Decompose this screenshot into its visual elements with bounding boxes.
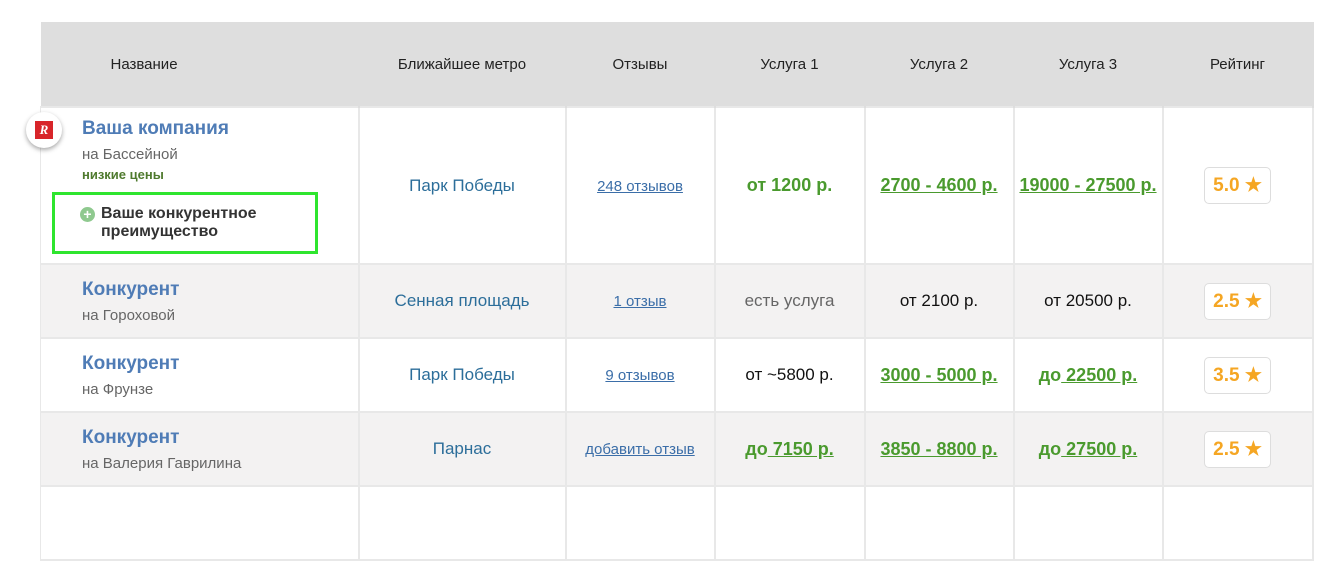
price-link[interactable]: 7150 р. <box>767 438 834 459</box>
col-metro: Ближайшее метро <box>358 22 567 107</box>
cell-reviews: добавить отзыв <box>564 411 716 487</box>
rating-badge: 2.5 ★ <box>1204 282 1271 320</box>
rating-value: 5.0 <box>1213 175 1240 196</box>
star-icon: ★ <box>1244 364 1262 386</box>
cell-name: Конкурент на Гороховой <box>40 263 360 339</box>
cell-service-2: от 2100 р. <box>863 263 1015 339</box>
col-service-1: Услуга 1 <box>714 22 866 107</box>
reviews-link[interactable]: 9 отзывов <box>605 367 675 384</box>
cell-metro: Парнас <box>357 411 567 487</box>
cell-service-2: 3850 - 8800 р. <box>863 411 1015 487</box>
cell-name: Конкурент на Фрунзе <box>40 337 360 413</box>
star-icon: ★ <box>1244 438 1262 460</box>
cell-service-3: 19000 - 27500 р. <box>1012 106 1164 265</box>
cell-rating: 5.0 ★ <box>1161 106 1314 265</box>
cell-service-1: до 7150 р. <box>713 411 866 487</box>
rating-badge: 5.0 ★ <box>1204 167 1271 204</box>
rating-value: 2.5 <box>1213 290 1240 312</box>
price-prefix: до <box>1038 438 1062 459</box>
reviews-link[interactable]: 1 отзыв <box>613 293 667 310</box>
price-text: от 1200 р. <box>746 175 833 195</box>
company-address: на Бассейной <box>82 145 178 163</box>
cell-service-1: от 1200 р. <box>713 106 866 265</box>
cell-name: Конкурент на Валерия Гаврилина <box>40 411 360 487</box>
plus-circle-icon: + <box>80 206 95 222</box>
company-address: на Гороховой <box>82 306 175 324</box>
cell-reviews: 1 отзыв <box>564 263 716 339</box>
metro-station: Парк Победы <box>409 365 515 384</box>
cell-reviews: 9 отзывов <box>564 337 716 413</box>
logo-icon: R <box>35 121 53 139</box>
rating-value: 3.5 <box>1213 364 1240 386</box>
advantage-box: + Ваше конкурентное преимущество <box>52 191 318 254</box>
star-icon: ★ <box>1244 290 1262 312</box>
cell-service-3: до 22500 р. <box>1012 337 1164 413</box>
table-header: Название Ближайшее метро Отзывы Услуга 1… <box>40 22 1314 107</box>
table-row <box>40 485 1314 561</box>
company-name-link[interactable]: Конкурент <box>82 352 180 374</box>
price-link[interactable]: 3000 - 5000 р. <box>880 364 998 385</box>
cell-service-1: от ~5800 р. <box>713 337 866 413</box>
rating-badge: 3.5 ★ <box>1204 356 1271 394</box>
price-link[interactable]: 22500 р. <box>1061 364 1138 385</box>
col-rating: Рейтинг <box>1162 22 1314 107</box>
col-name: Название <box>40 22 360 107</box>
col-service-2: Услуга 2 <box>864 22 1015 107</box>
advantage-text: Ваше конкурентное преимущество <box>101 204 257 240</box>
cell-metro: Сенная площадь <box>357 263 567 339</box>
cell-name: Ваша компания на Бассейной низкие цены + Ваш… <box>40 106 360 265</box>
cell-rating: 3.5 ★ <box>1161 337 1314 413</box>
cell-service-3: от 20500 р. <box>1012 263 1164 339</box>
rating-badge: 2.5 ★ <box>1204 430 1271 468</box>
price-link[interactable]: 3850 - 8800 р. <box>880 438 998 459</box>
price-link[interactable]: 2700 - 4600 р. <box>880 175 998 195</box>
company-address: на Валерия Гаврилина <box>82 454 242 472</box>
cell-service-1: есть услуга <box>713 263 866 339</box>
table-row: Конкурент на Гороховой Сенная площадь 1 о… <box>40 263 1314 339</box>
table-row: Конкурент на Фрунзе Парк Победы 9 отзывов… <box>40 337 1314 413</box>
company-name-link[interactable]: Конкурент <box>82 426 180 448</box>
price-text: от 20500 р. <box>1044 291 1132 310</box>
cell-rating: 2.5 ★ <box>1161 263 1314 339</box>
metro-station: Сенная площадь <box>394 291 530 310</box>
price-link[interactable]: 27500 р. <box>1061 438 1138 459</box>
cell-service-2: 2700 - 4600 р. <box>863 106 1015 265</box>
comparison-table: Название Ближайшее метро Отзывы Услуга 1… <box>40 22 1314 561</box>
cell-service-3: до 27500 р. <box>1012 411 1164 487</box>
cell-reviews: 248 отзывов <box>564 106 716 265</box>
price-text: от ~5800 р. <box>745 365 834 384</box>
cell-metro: Парк Победы <box>357 106 567 265</box>
price-prefix: до <box>745 438 768 459</box>
company-name-link[interactable]: Конкурент <box>82 278 180 300</box>
table-row: Ваша компания на Бассейной низкие цены + Ваш… <box>40 106 1314 265</box>
col-service-3: Услуга 3 <box>1013 22 1164 107</box>
company-address: на Фрунзе <box>82 380 154 398</box>
price-link[interactable]: 19000 - 27500 р. <box>1019 175 1157 195</box>
price-prefix: до <box>1038 364 1062 385</box>
metro-station: Парнас <box>432 439 492 458</box>
col-reviews: Отзывы <box>565 22 716 107</box>
star-icon: ★ <box>1244 175 1262 196</box>
price-text: от 2100 р. <box>899 291 979 310</box>
rating-value: 2.5 <box>1213 438 1240 460</box>
company-tag: низкие цены <box>82 166 164 182</box>
cell-service-2: 3000 - 5000 р. <box>863 337 1015 413</box>
table-row: Конкурент на Валерия Гаврилина Парнас доб… <box>40 411 1314 487</box>
price-text: есть услуга <box>744 291 835 310</box>
company-logo: R <box>26 112 62 148</box>
cell-rating: 2.5 ★ <box>1161 411 1314 487</box>
cell-metro: Парк Победы <box>357 337 567 413</box>
reviews-link[interactable]: 248 отзывов <box>597 177 683 195</box>
company-name-link[interactable]: Ваша компания <box>82 117 229 139</box>
metro-station: Парк Победы <box>409 175 515 195</box>
reviews-link[interactable]: добавить отзыв <box>585 441 695 458</box>
